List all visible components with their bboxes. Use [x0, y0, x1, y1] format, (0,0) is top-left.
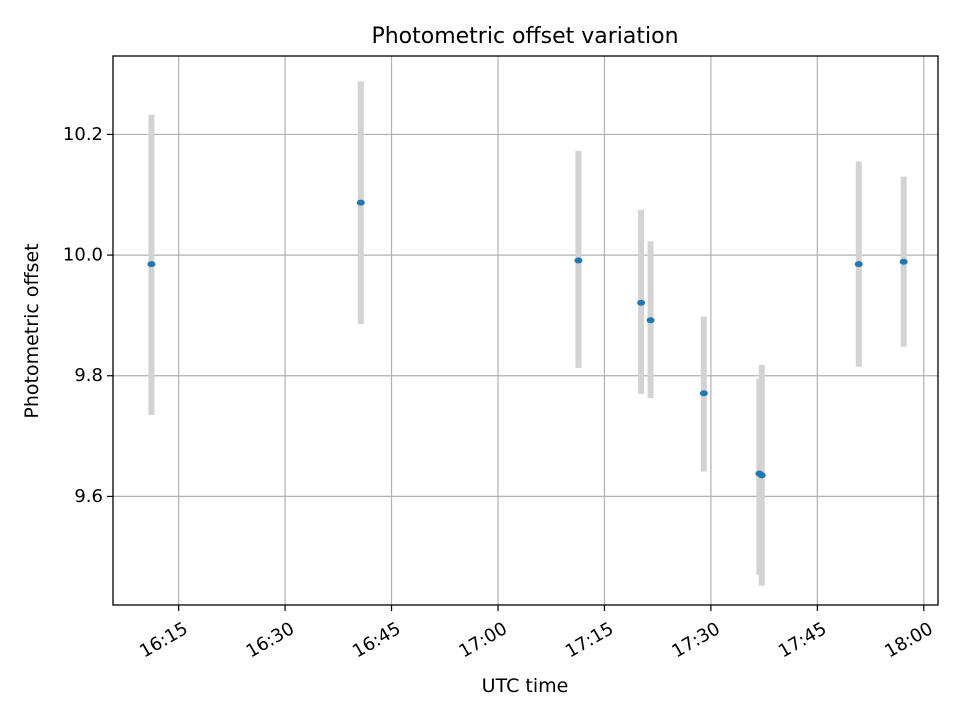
data-point: [854, 261, 863, 268]
data-point: [757, 472, 766, 479]
data-point: [356, 199, 365, 206]
data-point: [899, 258, 908, 265]
y-tick-label: 10.0: [63, 245, 103, 266]
axes-frame: [112, 55, 939, 606]
y-ticks: 9.6 9.8 10.0 10.2: [63, 124, 113, 507]
chart-title: Photometric offset variation: [371, 24, 678, 49]
y-tick-label: 9.6: [74, 486, 103, 507]
x-axis-label: UTC time: [482, 675, 569, 697]
data-point: [147, 261, 156, 268]
data-point: [637, 299, 646, 306]
data-points: [147, 199, 908, 479]
y-tick-label: 9.8: [74, 365, 103, 386]
grid: [113, 56, 938, 605]
y-tick-label: 10.2: [63, 124, 103, 145]
y-axis-label: Photometric offset: [21, 243, 43, 418]
data-point: [574, 257, 583, 264]
data-point: [699, 390, 708, 397]
data-point: [646, 317, 655, 324]
